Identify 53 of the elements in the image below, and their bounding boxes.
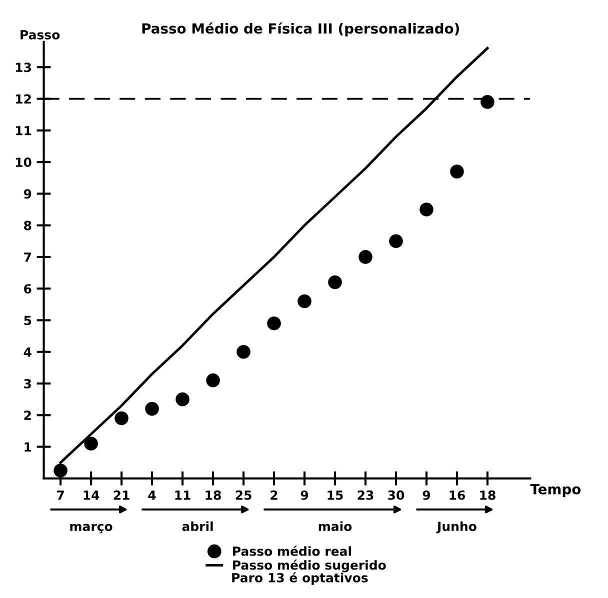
point — [298, 294, 312, 308]
x-tick-label: 7 — [57, 490, 64, 500]
y-tick-label: 11 — [16, 126, 32, 136]
text: março — [70, 524, 112, 534]
x-tick-label: 18 — [480, 490, 496, 500]
y-tick-label: 4 — [24, 348, 32, 357]
y-tick-label: 8 — [24, 220, 32, 230]
x-tick-label: 9 — [300, 490, 308, 500]
x-tick-label: 30 — [388, 490, 404, 500]
point — [176, 392, 190, 406]
x-tick-label: 2 — [270, 490, 278, 500]
x-axis-title: Tempo — [530, 484, 581, 498]
y-tick-label: 7 — [24, 252, 31, 262]
text: Junho — [436, 521, 476, 534]
x-tick-label: 15 — [328, 490, 343, 500]
point — [206, 373, 220, 388]
text: Paro 13 é optativos — [232, 572, 368, 585]
legend-label: Passo médio real — [233, 546, 351, 556]
point — [84, 436, 98, 451]
point — [236, 344, 250, 359]
x-tick-label: 14 — [84, 490, 100, 500]
point — [420, 202, 434, 216]
y-tick-label: 2 — [24, 410, 31, 420]
x-tick-label: 25 — [236, 490, 252, 500]
y-tick-label: 6 — [24, 284, 32, 294]
x-tick-label: 16 — [450, 490, 466, 500]
point — [358, 250, 372, 264]
point — [389, 234, 403, 248]
text: maio — [318, 521, 352, 532]
y-tick-label: 3 — [24, 378, 31, 388]
y-tick-label: 5 — [24, 316, 32, 326]
y-tick-label: 13 — [16, 62, 31, 72]
point — [480, 95, 494, 109]
point — [328, 275, 342, 290]
chart-title: Passo Médio de Física III (personalizado) — [142, 22, 459, 36]
point — [145, 402, 159, 416]
point — [450, 164, 464, 178]
y-tick-label: 9 — [24, 189, 32, 199]
y-axis-title: Passo — [20, 30, 60, 40]
y-tick-label: 1 — [24, 442, 32, 452]
y-tick-label: 10 — [16, 158, 32, 167]
x-tick-label: 9 — [422, 490, 430, 500]
x-tick-label: 11 — [175, 490, 190, 500]
x-tick-label: 21 — [114, 490, 130, 500]
point — [267, 316, 281, 330]
x-tick-label: 18 — [206, 490, 221, 500]
legend-label: Passo médio sugerido — [233, 560, 386, 572]
point — [114, 411, 128, 426]
x-tick-label: 23 — [358, 490, 374, 500]
x-tick-label: 4 — [148, 490, 156, 500]
text: abril — [182, 521, 213, 532]
y-tick-label: 12 — [16, 94, 31, 104]
point — [54, 464, 68, 478]
